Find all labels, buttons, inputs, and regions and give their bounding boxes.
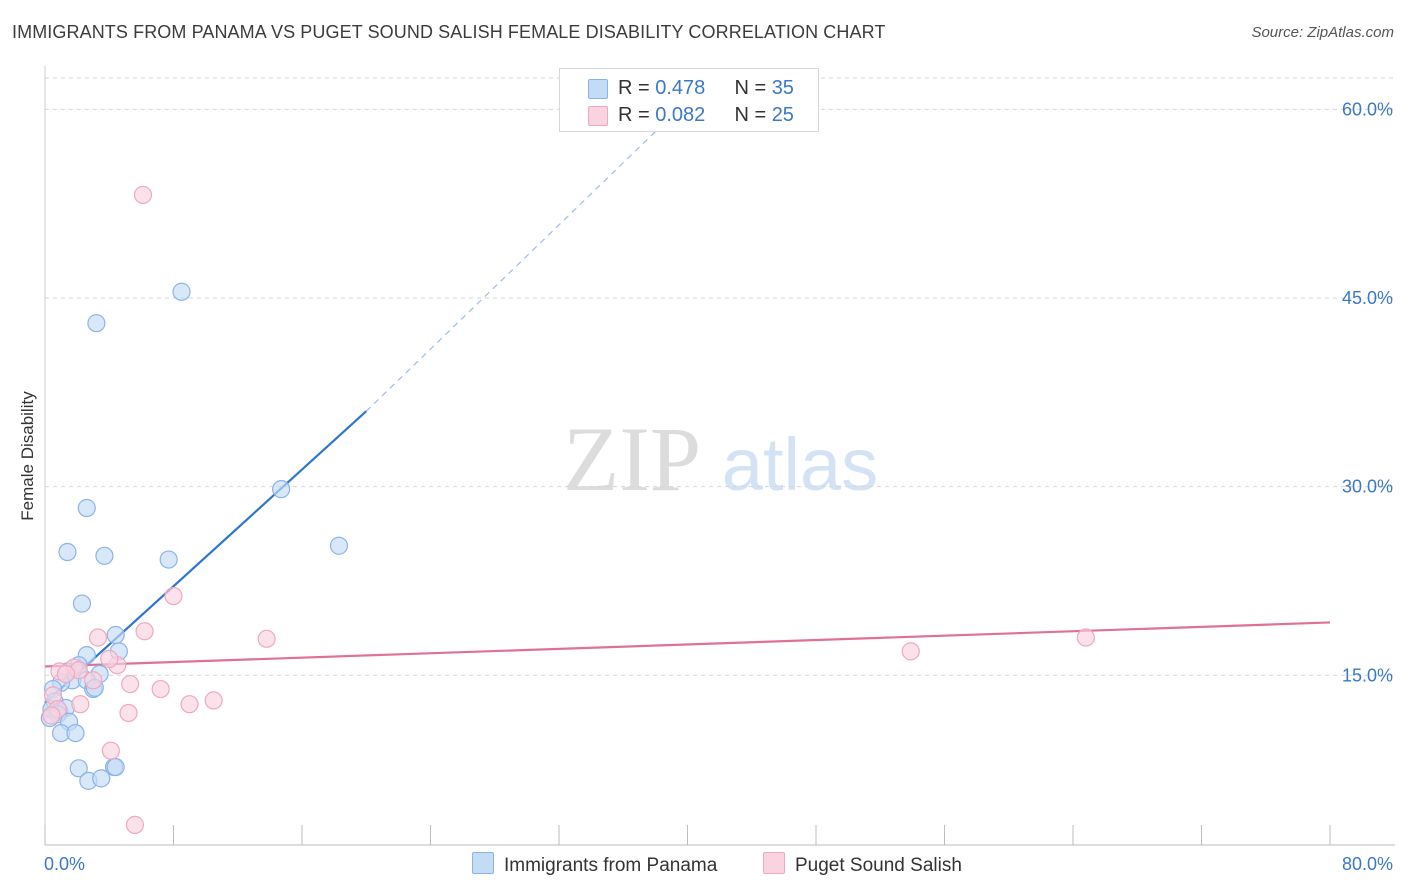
- y-tick-label: 60.0%: [1342, 99, 1393, 119]
- salish-point: [119, 703, 138, 723]
- salish-point: [71, 695, 90, 714]
- panama-point: [106, 625, 125, 645]
- salish-point: [84, 671, 103, 690]
- panama-point: [95, 546, 114, 565]
- chart-title: IMMIGRANTS FROM PANAMA VS PUGET SOUND SA…: [12, 22, 886, 42]
- panama-point: [72, 594, 92, 613]
- x-tick-label: 0.0%: [44, 854, 85, 874]
- panama-point: [106, 757, 125, 777]
- legend-r-label: R =: [618, 77, 656, 99]
- bottom-legend-salish[interactable]: Puget Sound Salish: [763, 852, 962, 877]
- salish-point: [125, 815, 145, 834]
- panama-point: [272, 480, 291, 499]
- legend-n-value: 35: [771, 77, 794, 99]
- watermark: ZIP atlas: [563, 408, 878, 510]
- salish-point: [151, 679, 170, 699]
- bottom-legend-label: Immigrants from Panama: [504, 855, 718, 876]
- legend-n-label: N =: [734, 77, 772, 99]
- trend-line-salish: [44, 621, 1331, 668]
- panama-point: [58, 542, 77, 562]
- legend-n-value: 25: [771, 104, 794, 126]
- panama-point: [172, 282, 191, 301]
- bottom-legend-swatch-salish: [763, 852, 785, 874]
- panama-point: [77, 498, 96, 518]
- legend-n-label: N =: [734, 104, 772, 126]
- salish-point: [135, 622, 154, 641]
- panama-point: [69, 759, 88, 778]
- correlation-legend: R = 0.478 N = 35 R = 0.082 N = 25: [559, 68, 819, 132]
- legend-r-value: 0.478: [655, 77, 706, 99]
- salish-point: [901, 642, 920, 661]
- x-tick-label: 80.0%: [1342, 854, 1393, 874]
- trend-line-panama: [44, 410, 367, 704]
- panama-point: [87, 314, 106, 333]
- legend-r-value: 0.082: [655, 104, 706, 126]
- salish-point: [133, 185, 153, 205]
- panama-point: [159, 550, 178, 569]
- salish-point: [180, 695, 199, 714]
- salish-point: [100, 649, 119, 669]
- salish-point: [1076, 628, 1095, 647]
- salish-point: [204, 691, 223, 710]
- panama-point: [66, 723, 85, 743]
- bottom-legend-swatch-panama: [472, 852, 494, 874]
- salish-point: [164, 586, 183, 606]
- salish-point: [257, 629, 276, 648]
- legend-r-label: R =: [618, 104, 656, 126]
- salish-point: [42, 706, 61, 725]
- legend-swatch-panama: [588, 79, 608, 99]
- y-tick-label: 30.0%: [1342, 477, 1393, 497]
- salish-point: [121, 674, 140, 694]
- panama-point: [329, 536, 349, 555]
- legend-swatch-salish: [588, 106, 608, 126]
- y-tick-label: 15.0%: [1342, 665, 1393, 685]
- trend-line-panama-extension: [365, 100, 688, 412]
- salish-point: [56, 664, 75, 684]
- source-label: Source: ZipAtlas.com: [1251, 24, 1394, 41]
- panama-point: [92, 769, 111, 788]
- y-tick-label: 45.0%: [1342, 288, 1393, 308]
- watermark-zip: ZIP: [563, 408, 701, 510]
- bottom-legend-label: Puget Sound Salish: [795, 855, 962, 876]
- bottom-legend-panama[interactable]: Immigrants from Panama: [472, 852, 717, 877]
- salish-point: [88, 628, 108, 647]
- watermark-atlas: atlas: [722, 423, 878, 506]
- salish-point: [101, 741, 120, 760]
